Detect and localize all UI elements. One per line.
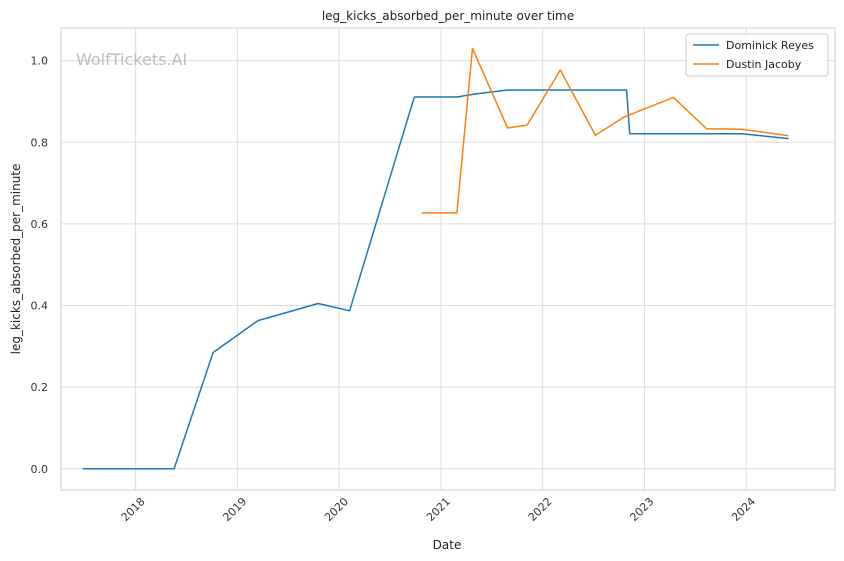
y-tick-label: 0.4 bbox=[31, 300, 49, 313]
series-line-dominick-reyes bbox=[82, 89, 789, 470]
x-axis-label: Date bbox=[433, 538, 462, 552]
y-tick-label: 0.2 bbox=[31, 381, 49, 394]
plot-frame bbox=[60, 27, 836, 491]
series-layer bbox=[82, 47, 789, 470]
y-axis-label: leg_kicks_absorbed_per_minute bbox=[9, 164, 23, 355]
series-line-dustin-jacoby bbox=[421, 47, 789, 214]
legend-label-dustin-jacoby: Dustin Jacoby bbox=[726, 58, 802, 71]
legend[interactable]: Dominick Reyes Dustin Jacoby bbox=[685, 33, 829, 77]
chart-title: leg_kicks_absorbed_per_minute over time bbox=[322, 9, 574, 23]
grid bbox=[61, 28, 835, 490]
y-tick-label: 0.0 bbox=[31, 463, 49, 476]
legend-box bbox=[685, 33, 829, 77]
y-tick-label: 1.0 bbox=[31, 55, 49, 68]
legend-label-dominick-reyes: Dominick Reyes bbox=[726, 39, 814, 52]
y-tick-labels: 0.0 0.2 0.4 0.6 0.8 1.0 bbox=[31, 55, 49, 476]
watermark-text: WolfTickets.AI bbox=[76, 50, 187, 69]
y-tick-label: 0.8 bbox=[31, 136, 49, 149]
y-tick-label: 0.6 bbox=[31, 218, 49, 231]
